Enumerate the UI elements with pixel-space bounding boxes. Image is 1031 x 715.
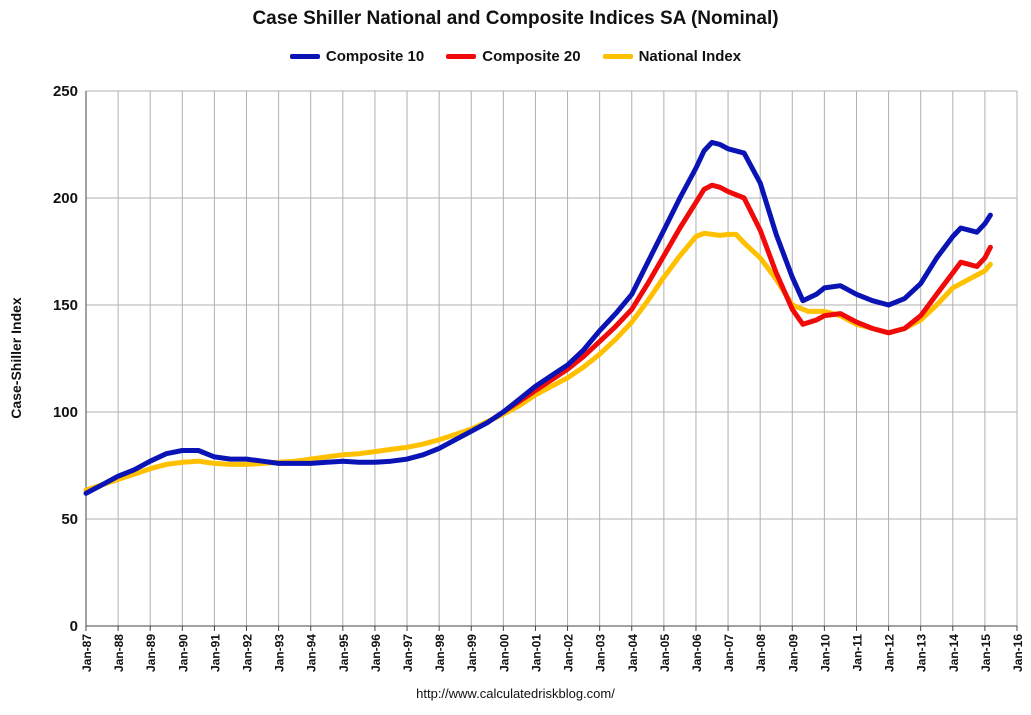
x-tick-label: Jan-12 xyxy=(883,634,897,672)
chart-title: Case Shiller National and Composite Indi… xyxy=(252,8,779,29)
x-tick-label: Jan-11 xyxy=(850,634,864,672)
x-tick-label: Jan-04 xyxy=(626,634,640,672)
legend-label-composite-20: Composite 20 xyxy=(482,48,581,65)
x-tick-label: Jan-00 xyxy=(497,634,511,672)
x-tick-label: Jan-05 xyxy=(658,634,672,672)
x-tick-label: Jan-89 xyxy=(144,634,158,672)
legend-swatch-composite-20 xyxy=(446,54,477,59)
x-tick-label: Jan-96 xyxy=(369,634,383,672)
y-tick-label: 100 xyxy=(53,404,78,421)
legend-item-national-index: National Index xyxy=(602,48,742,65)
x-tick-label: Jan-16 xyxy=(1011,634,1025,672)
y-tick-label: 250 xyxy=(53,83,78,100)
x-tick-label: Jan-01 xyxy=(529,634,543,672)
x-tick-label: Jan-08 xyxy=(754,634,768,672)
series-line-national-index xyxy=(83,230,993,493)
y-tick-label: 50 xyxy=(61,511,78,528)
source-url: http://www.calculatedriskblog.com/ xyxy=(416,686,615,701)
legend-item-composite-20: Composite 20 xyxy=(446,48,581,65)
legend-swatch-composite-10 xyxy=(289,54,320,59)
x-tick-label: Jan-14 xyxy=(947,634,961,672)
x-tick-label: Jan-90 xyxy=(176,634,190,672)
y-tick-label: 0 xyxy=(70,618,78,635)
series-line-composite-20 xyxy=(500,182,993,415)
legend-item-composite-10: Composite 10 xyxy=(289,48,425,65)
x-tick-label: Jan-15 xyxy=(979,634,993,672)
x-tick-label: Jan-88 xyxy=(112,634,126,672)
y-tick-label: 200 xyxy=(53,190,78,207)
x-tick-label: Jan-97 xyxy=(401,634,415,672)
x-tick-label: Jan-09 xyxy=(786,634,800,672)
x-tick-label: Jan-87 xyxy=(80,634,94,672)
y-tick-label: 150 xyxy=(53,297,78,314)
x-tick-label: Jan-98 xyxy=(433,634,447,672)
legend-swatch-national-index xyxy=(602,54,633,59)
series-line-composite-10 xyxy=(83,139,993,496)
x-tick-label: Jan-07 xyxy=(722,634,736,672)
x-tick-label: Jan-06 xyxy=(690,634,704,672)
x-tick-label: Jan-99 xyxy=(465,634,479,672)
x-tick-label: Jan-95 xyxy=(337,634,351,672)
x-tick-label: Jan-10 xyxy=(818,634,832,672)
x-tick-label: Jan-93 xyxy=(273,634,287,672)
x-tick-label: Jan-02 xyxy=(562,634,576,672)
x-tick-label: Jan-03 xyxy=(594,634,608,672)
legend: Composite 10 Composite 20 National Index xyxy=(0,48,1031,65)
x-tick-label: Jan-94 xyxy=(305,634,319,672)
x-tick-label: Jan-92 xyxy=(241,634,255,672)
legend-label-composite-10: Composite 10 xyxy=(325,48,425,65)
x-tick-label: Jan-13 xyxy=(915,634,929,672)
legend-label-national-index: National Index xyxy=(638,48,742,65)
x-tick-label: Jan-91 xyxy=(208,634,222,672)
